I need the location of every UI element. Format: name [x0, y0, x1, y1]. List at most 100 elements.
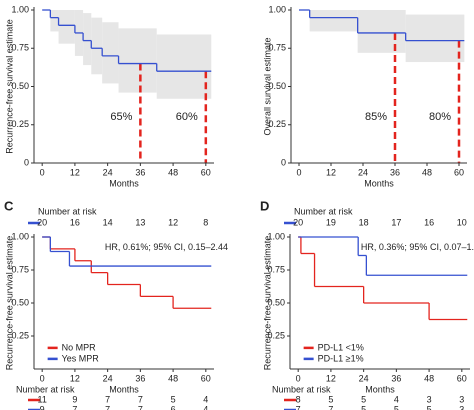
ci-band [357, 10, 406, 53]
x-tick-label: 24 [103, 167, 113, 177]
y-tick-label: 0.75 [11, 264, 29, 274]
y-axis-label: Overall survival estimate [262, 37, 272, 135]
x-tick-label: 36 [391, 373, 401, 383]
x-tick-label: 48 [168, 167, 178, 177]
hr-annotation: HR, 0.61%; 95% CI, 0.15–2.44 [105, 242, 228, 252]
y-axis-label: Recurrence-free survival estimate [4, 19, 14, 154]
risk-title: Number at risk [272, 384, 331, 394]
legend-label: PD-L1 <1% [318, 342, 364, 352]
ci-band [309, 10, 358, 32]
y-tick-label: 0.75 [11, 43, 29, 53]
y-axis-label: Recurrence-free survival estimate [4, 236, 14, 371]
x-axis-label: Months [365, 384, 395, 394]
y-tick-label: 0.25 [11, 119, 29, 129]
legend-label: PD-L1 ≥1% [318, 353, 364, 363]
risk-count: 3 [459, 394, 464, 404]
x-tick-label: 24 [103, 373, 113, 383]
legend-label: No MPR [62, 342, 97, 352]
x-tick-label: 60 [201, 167, 211, 177]
risk-count: 7 [105, 404, 110, 410]
risk-count: 5 [361, 404, 366, 410]
x-axis-label: Months [109, 384, 139, 394]
marker-label: 60% [176, 111, 198, 123]
x-axis-label: Months [109, 178, 139, 188]
x-tick-label: 48 [424, 373, 434, 383]
y-tick-label: 0.50 [11, 297, 29, 307]
x-tick-label: 24 [358, 167, 368, 177]
y-tick-label: 0.50 [11, 81, 29, 91]
ci-band [102, 22, 119, 84]
ci-band [405, 14, 465, 63]
risk-count: 16 [70, 217, 80, 227]
x-tick-label: 12 [326, 373, 336, 383]
ci-band [58, 10, 75, 44]
risk-count: 8 [296, 394, 301, 404]
x-tick-label: 36 [390, 167, 400, 177]
panel-letter: D [260, 198, 269, 213]
risk-count: 7 [296, 404, 301, 410]
y-tick-label: 0.25 [267, 330, 285, 340]
risk-title: Number at risk [16, 384, 75, 394]
hr-annotation: HR, 0.36%; 95% CI, 0.07–1. [361, 242, 474, 252]
risk-count: 7 [138, 404, 143, 410]
marker-label: 65% [110, 111, 132, 123]
ci-band [50, 10, 59, 32]
y-tick-label: 1.00 [11, 4, 29, 14]
ci-band [118, 28, 157, 93]
risk-count: 8 [203, 217, 208, 227]
risk-count: 7 [105, 394, 110, 404]
panel-letter: C [4, 198, 14, 213]
risk-count: 20 [293, 217, 303, 227]
y-tick-label: 0 [24, 157, 29, 167]
risk-title: Number at risk [38, 206, 97, 216]
risk-count: 7 [328, 404, 333, 410]
x-tick-label: 36 [135, 167, 145, 177]
x-tick-label: 36 [135, 373, 145, 383]
risk-count: 16 [424, 217, 434, 227]
x-tick-label: 0 [296, 167, 301, 177]
y-tick-label: 0.75 [267, 264, 285, 274]
risk-count: 7 [72, 404, 77, 410]
risk-count: 4 [203, 404, 208, 410]
x-tick-label: 12 [326, 167, 336, 177]
risk-count: 17 [391, 217, 401, 227]
risk-count: 10 [457, 217, 467, 227]
risk-count: 5 [361, 394, 366, 404]
y-tick-label: 0 [281, 157, 286, 167]
y-tick-label: 0.75 [268, 43, 286, 53]
risk-count: 12 [168, 217, 178, 227]
risk-count: 7 [138, 394, 143, 404]
x-tick-label: 12 [70, 373, 80, 383]
y-tick-label: 0.50 [267, 297, 285, 307]
marker-label: 80% [429, 111, 451, 123]
risk-count: 11 [38, 394, 47, 404]
ci-band [156, 34, 212, 99]
risk-count: 3 [459, 404, 464, 410]
y-tick-label: 1.00 [268, 4, 286, 14]
x-tick-label: 48 [168, 373, 178, 383]
risk-count: 13 [135, 217, 145, 227]
x-tick-label: 48 [422, 167, 432, 177]
x-tick-label: 0 [40, 373, 45, 383]
risk-count: 4 [203, 394, 208, 404]
x-tick-label: 0 [40, 167, 45, 177]
y-tick-label: 1.00 [267, 231, 285, 241]
y-tick-label: 0.50 [268, 81, 286, 91]
y-tick-label: 1.00 [11, 231, 29, 241]
risk-count: 5 [394, 404, 399, 410]
x-tick-label: 12 [70, 167, 80, 177]
risk-count: 20 [37, 217, 47, 227]
risk-title: Number at risk [294, 206, 353, 216]
x-axis-label: Months [364, 178, 394, 188]
ci-band [83, 13, 92, 66]
risk-count: 19 [326, 217, 336, 227]
x-tick-label: 60 [201, 373, 211, 383]
risk-count: 5 [427, 404, 432, 410]
x-tick-label: 60 [457, 373, 467, 383]
ci-band [91, 17, 103, 75]
risk-count: 6 [171, 404, 176, 410]
marker-label: 85% [365, 111, 387, 123]
risk-count: 5 [171, 394, 176, 404]
y-axis-label: Recurrence-free survival estimate [262, 236, 272, 371]
